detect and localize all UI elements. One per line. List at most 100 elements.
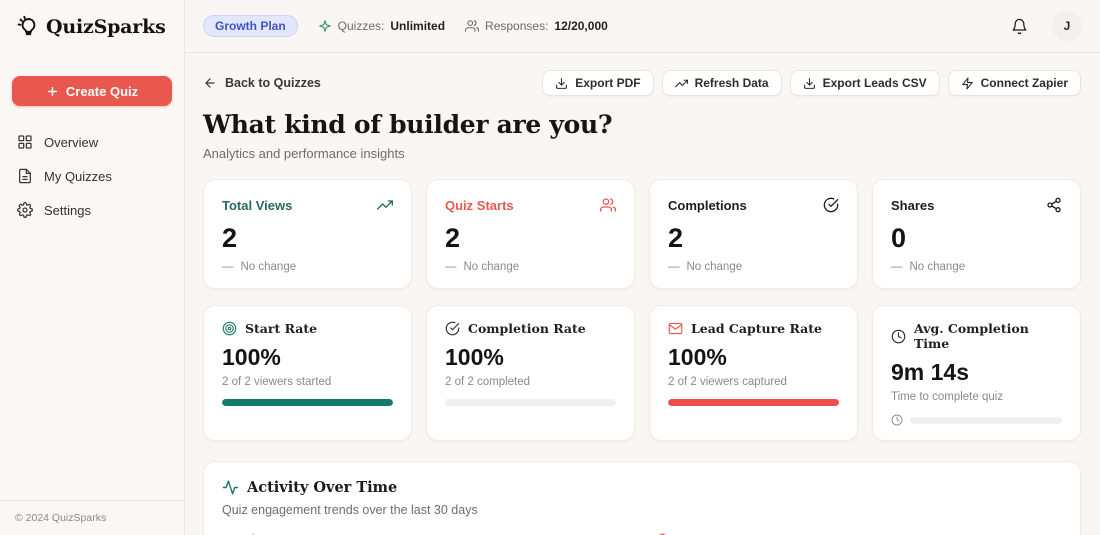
sparkle-icon: [318, 19, 332, 33]
rate-label: Start Rate: [245, 321, 318, 336]
stat-value: 2: [445, 223, 461, 253]
trending-up-icon: [377, 197, 393, 213]
sidebar-nav: Overview My Quizzes Settings: [0, 128, 184, 224]
responses-label: Responses:: [485, 19, 549, 33]
stat-card-quiz-starts: Quiz Starts 2 — No change: [426, 179, 635, 289]
target-icon: [222, 321, 237, 336]
chart-title: Activity Over Time: [247, 479, 398, 496]
trending-up-icon: [674, 77, 688, 90]
file-text-icon: [17, 168, 33, 184]
page-title: What kind of builder are you?: [203, 110, 613, 139]
logo: QuizSparks: [0, 0, 184, 53]
sidebar-item-my-quizzes[interactable]: My Quizzes: [0, 162, 184, 190]
rate-label: Completion Rate: [468, 321, 586, 336]
chart-subtitle: Quiz engagement trends over the last 30 …: [222, 503, 478, 517]
button-label: Export Leads CSV: [822, 76, 927, 90]
rate-label: Lead Capture Rate: [691, 321, 822, 336]
export-leads-csv-button[interactable]: Export Leads CSV: [789, 70, 940, 96]
stat-cards-row: Total Views 2 — No change Quiz Starts: [203, 179, 1081, 289]
refresh-data-button[interactable]: Refresh Data: [661, 70, 782, 96]
stat-change: — No change: [668, 261, 743, 273]
sidebar: QuizSparks Create Quiz Overview My Quizz…: [0, 0, 185, 535]
button-label: Refresh Data: [694, 76, 769, 90]
grid-icon: [17, 134, 33, 150]
page-subtitle: Analytics and performance insights: [203, 146, 405, 161]
minus-icon: —: [668, 261, 680, 273]
button-label: Export PDF: [575, 76, 641, 90]
stat-label: Total Views: [222, 197, 293, 213]
sidebar-footer-copyright: © 2024 QuizSparks: [0, 500, 184, 535]
quizzes-quota: Quizzes: Unlimited: [318, 19, 445, 33]
rate-card-completion-rate: Completion Rate 100% 2 of 2 completed: [426, 305, 635, 441]
rate-subtext: 2 of 2 completed: [445, 376, 531, 388]
stat-card-total-views: Total Views 2 — No change: [203, 179, 412, 289]
stat-label: Completions: [668, 197, 747, 213]
sidebar-item-label: Settings: [44, 202, 91, 218]
topbar: Growth Plan Quizzes: Unlimited Responses…: [185, 0, 1100, 53]
rate-card-lead-capture-rate: Lead Capture Rate 100% 2 of 2 viewers ca…: [649, 305, 858, 441]
rate-value: 100%: [668, 344, 727, 370]
stat-label: Quiz Starts: [445, 197, 514, 213]
notifications-button[interactable]: [1007, 14, 1032, 39]
responses-quota: Responses: 12/20,000: [465, 19, 608, 33]
bell-icon: [1011, 18, 1028, 35]
action-buttons: Export PDF Refresh Data Export Leads CSV: [542, 70, 1081, 96]
avatar[interactable]: J: [1052, 11, 1082, 41]
rate-value: 9m 14s: [891, 359, 970, 385]
clock-icon: [891, 329, 906, 344]
stat-change: — No change: [222, 261, 297, 273]
sidebar-item-label: Overview: [44, 134, 99, 150]
back-to-quizzes-link[interactable]: Back to Quizzes: [203, 76, 321, 90]
y-axis-tick-label: 2: [250, 533, 256, 535]
rate-label: Avg. Completion Time: [914, 321, 1029, 351]
plus-icon: [46, 85, 59, 98]
rate-subtext: 2 of 2 viewers captured: [668, 376, 787, 388]
sidebar-item-overview[interactable]: Overview: [0, 128, 184, 156]
sidebar-item-label: My Quizzes: [44, 168, 112, 184]
back-link-label: Back to Quizzes: [225, 76, 321, 90]
download-icon: [803, 77, 816, 90]
stat-card-completions: Completions 2 — No change: [649, 179, 858, 289]
users-icon: [465, 19, 480, 33]
progress-bar: [668, 399, 839, 406]
arrow-left-icon: [203, 76, 217, 90]
stat-change: — No change: [445, 261, 520, 273]
progress-bar: [222, 399, 393, 406]
progress-bar: [445, 399, 616, 406]
stat-card-shares: Shares 0 — No change: [872, 179, 1081, 289]
stat-label: Shares: [891, 197, 935, 213]
button-label: Connect Zapier: [980, 76, 1068, 90]
quizzes-label: Quizzes:: [337, 19, 385, 33]
gear-icon: [17, 202, 33, 218]
export-pdf-button[interactable]: Export PDF: [542, 70, 654, 96]
stat-value: 2: [668, 223, 684, 253]
clock-icon: [891, 414, 903, 426]
rate-card-start-rate: Start Rate 100% 2 of 2 viewers started: [203, 305, 412, 441]
minus-icon: —: [891, 261, 903, 273]
brand-name: QuizSparks: [46, 15, 166, 38]
stat-value: 2: [222, 223, 238, 253]
stat-change: — No change: [891, 261, 966, 273]
zap-icon: [961, 77, 974, 90]
sidebar-item-settings[interactable]: Settings: [0, 196, 184, 224]
check-circle-icon: [445, 321, 460, 336]
users-icon: [600, 197, 616, 213]
connect-zapier-button[interactable]: Connect Zapier: [947, 70, 1081, 96]
avatar-initial: J: [1063, 19, 1071, 33]
download-icon: [555, 77, 568, 90]
rate-value: 100%: [445, 344, 504, 370]
rate-subtext: Time to complete quiz: [891, 391, 1004, 403]
rate-card-avg-completion-time: Avg. Completion Time 9m 14s Time to comp…: [872, 305, 1081, 441]
share-icon: [1046, 197, 1062, 213]
plan-badge[interactable]: Growth Plan: [203, 15, 298, 37]
activity-pulse-icon: [222, 479, 239, 496]
rate-subtext: 2 of 2 viewers started: [222, 376, 332, 388]
activity-chart-card: Activity Over Time Quiz engagement trend…: [203, 461, 1081, 535]
lightbulb-icon: [15, 15, 39, 39]
rate-value: 100%: [222, 344, 281, 370]
check-circle-icon: [823, 197, 839, 213]
stat-value: 0: [891, 223, 907, 253]
create-quiz-button[interactable]: Create Quiz: [12, 76, 172, 106]
progress-bar: [910, 416, 1062, 424]
